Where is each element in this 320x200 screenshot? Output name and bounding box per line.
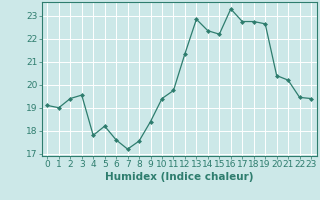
- X-axis label: Humidex (Indice chaleur): Humidex (Indice chaleur): [105, 172, 253, 182]
